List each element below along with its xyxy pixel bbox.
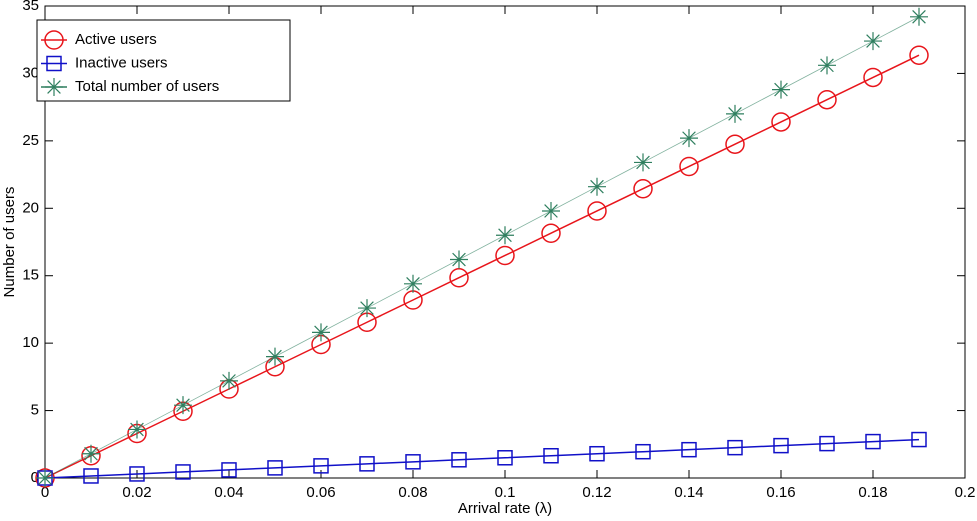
marker-asterisk [864,32,882,51]
marker-square [635,443,651,460]
marker-square [267,460,283,476]
x-tick-label: 0 [41,484,49,501]
legend-label: Inactive users [75,54,168,71]
legend-marker [44,30,64,50]
marker-square [911,431,927,448]
x-tick-label: 0.1 [495,484,516,501]
marker-square [773,437,789,454]
x-tick-label: 0.16 [766,484,795,501]
y-tick-label: 25 [22,132,39,149]
marker-square [865,433,881,450]
legend-label: Active users [75,31,157,48]
x-axis-label: Arrival rate (λ) [458,500,552,517]
marker-square [405,454,421,470]
y-axis-label: Number of users [1,187,18,298]
marker-circle [725,134,745,154]
y-tick-label: 35 [22,0,39,14]
marker-circle [449,267,469,288]
legend-box [36,19,291,102]
marker-circle [495,245,515,266]
marker-asterisk [680,129,698,148]
y-tick-label: 20 [22,199,39,216]
x-tick-label: 0.12 [582,484,611,501]
marker-asterisk [312,323,330,342]
legend-marker [46,55,62,72]
marker-circle [909,45,929,65]
marker-asterisk [588,177,606,196]
marker-square [543,447,559,464]
marker-square [451,452,467,468]
y-tick-label: 15 [22,267,39,284]
marker-circle [817,89,837,110]
marker-square [313,458,329,474]
marker-square [221,462,237,478]
y-tick-label: 0 [31,469,39,486]
x-tick-label: 0.02 [122,484,151,501]
marker-asterisk [726,104,744,123]
marker-asterisk [772,80,790,99]
marker-square [727,439,743,456]
x-tick-label: 0.18 [858,484,887,501]
marker-asterisk [910,7,928,26]
legend-label: Total number of users [75,78,219,95]
marker-circle [771,112,791,132]
marker-square [359,456,375,472]
marker-asterisk [266,347,284,366]
marker-circle [541,223,561,243]
marker-square [497,450,513,466]
marker-circle [587,201,607,221]
marker-asterisk [450,250,468,269]
marker-asterisk [496,226,514,245]
marker-asterisk [128,420,146,439]
marker-asterisk [542,201,560,220]
y-tick-label: 30 [22,64,39,81]
marker-asterisk [634,153,652,172]
marker-square [83,468,99,484]
x-tick-label: 0.06 [306,484,335,501]
marker-asterisk [82,444,100,463]
marker-asterisk [174,396,192,415]
x-tick-label: 0.04 [214,484,243,501]
series-line [44,16,920,479]
marker-circle [863,67,883,88]
series-line [44,54,920,479]
marker-circle [633,178,653,199]
marker-square [129,466,145,482]
x-tick-label: 0.2 [955,484,976,501]
marker-square [819,435,835,452]
y-tick-label: 5 [31,402,39,419]
x-tick-label: 0.08 [398,484,427,501]
marker-asterisk [818,56,836,75]
y-tick-label: 10 [22,334,39,351]
marker-circle [679,156,699,177]
marker-square [589,445,605,462]
marker-square [681,441,697,458]
marker-asterisk [404,274,422,293]
marker-square [175,464,191,480]
marker-asterisk [36,469,54,487]
marker-asterisk [358,299,376,318]
x-tick-label: 0.14 [674,484,703,501]
legend-marker [45,78,63,96]
marker-asterisk [220,371,238,390]
